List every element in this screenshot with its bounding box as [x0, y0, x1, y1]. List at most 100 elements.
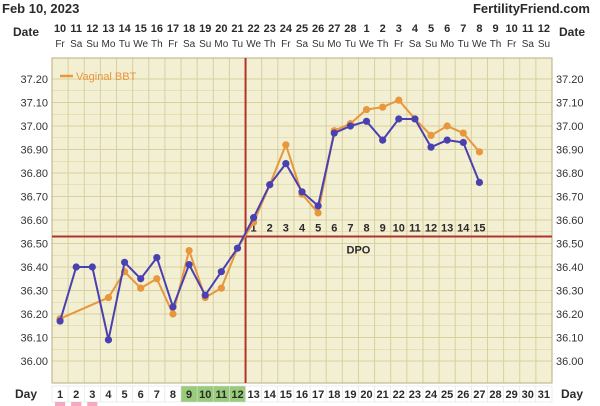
cycle-day-label: 8: [170, 389, 176, 401]
data-point-purple: [427, 143, 435, 151]
date-number: 14: [118, 23, 131, 35]
cycle-day-label: 12: [231, 389, 243, 401]
dpo-number: 1: [251, 222, 257, 234]
weekday-label: Tu: [458, 39, 469, 50]
data-point-purple: [475, 178, 484, 186]
cycle-day-label: 9: [186, 389, 192, 401]
data-point-orange: [137, 284, 145, 292]
y-tick-label-left: 36.10: [20, 333, 48, 345]
y-tick-label-left: 37.10: [20, 98, 48, 110]
cycle-day-label: 16: [296, 389, 308, 401]
period-mark: [71, 402, 82, 406]
weekday-label: We: [246, 39, 261, 50]
cycle-day-label: 4: [105, 389, 112, 401]
dpo-number: 6: [331, 222, 337, 234]
y-tick-label-right: 36.50: [556, 239, 584, 251]
data-point-purple: [298, 188, 306, 196]
y-tick-label-left: 36.40: [20, 262, 48, 274]
y-tick-label-right: 36.70: [556, 192, 584, 204]
data-point-purple: [233, 244, 242, 252]
cycle-day-label: 18: [328, 389, 340, 401]
date-number: 5: [428, 23, 434, 35]
date-number: 10: [54, 23, 66, 35]
data-point-purple: [185, 261, 193, 269]
cycle-day-label: 5: [122, 389, 128, 401]
y-tick-label-left: 36.30: [20, 286, 48, 298]
y-tick-label-left: 36.80: [20, 168, 48, 180]
date-number: 8: [476, 23, 482, 35]
data-point-purple: [362, 117, 371, 125]
cycle-day-label: 27: [473, 389, 485, 401]
weekday-label: Mo: [214, 39, 228, 50]
cycle-day-label: 17: [312, 389, 324, 401]
date-number: 27: [328, 23, 340, 35]
weekday-label: Fr: [55, 39, 65, 50]
data-point-purple: [282, 160, 290, 168]
weekday-label: Mo: [440, 39, 454, 50]
y-tick-label-left: 37.20: [20, 74, 48, 86]
y-tick-label-left: 36.00: [20, 356, 48, 368]
date-number: 26: [312, 23, 324, 35]
date-number: 23: [264, 23, 276, 35]
weekday-label: We: [472, 39, 487, 50]
data-point-purple: [104, 336, 113, 344]
weekday-label: Tu: [232, 39, 243, 50]
data-point-purple: [137, 275, 145, 283]
date-number: 24: [280, 23, 293, 35]
date-number: 28: [344, 23, 356, 35]
data-point-orange: [153, 275, 161, 283]
y-tick-label-right: 36.20: [556, 309, 584, 321]
data-point-purple: [266, 181, 274, 189]
weekday-label: Th: [377, 39, 389, 50]
data-point-purple: [443, 136, 451, 144]
date-number: 13: [102, 23, 114, 35]
day-cell: [535, 385, 553, 403]
data-point-purple: [201, 291, 209, 299]
cycle-day-label: 22: [393, 389, 405, 401]
data-point-purple: [153, 254, 161, 262]
period-mark: [55, 402, 66, 406]
cycle-day-label: 2: [73, 389, 79, 401]
date-number: 25: [296, 23, 308, 35]
weekday-label: Mo: [327, 39, 341, 50]
y-tick-label-left: 37.00: [20, 121, 48, 133]
weekday-label: Su: [199, 39, 211, 50]
data-point-orange: [282, 141, 290, 149]
cycle-day-label: 3: [89, 389, 95, 401]
y-tick-label-right: 37.00: [556, 121, 584, 133]
date-number: 11: [522, 23, 534, 35]
data-point-orange: [395, 96, 403, 104]
cycle-day-label: 7: [154, 389, 160, 401]
weekday-label: Su: [425, 39, 437, 50]
data-point-purple: [250, 214, 258, 222]
data-point-purple: [379, 136, 387, 144]
dpo-number: 9: [380, 222, 386, 234]
data-point-orange: [362, 105, 371, 114]
cycle-day-label: 29: [506, 389, 518, 401]
cycle-day-label: 11: [216, 389, 228, 401]
date-number: 1: [363, 23, 369, 35]
date-number: 7: [460, 23, 466, 35]
data-point-purple: [346, 122, 354, 130]
date-number: 9: [492, 23, 498, 35]
cycle-day-label: 15: [280, 389, 292, 401]
y-tick-label-right: 36.80: [556, 168, 584, 180]
dpo-number: 3: [283, 222, 289, 234]
y-tick-label-left: 36.20: [20, 309, 48, 321]
weekday-label: Su: [86, 39, 98, 50]
weekday-label: Tu: [345, 39, 356, 50]
y-tick-label-left: 36.90: [20, 145, 48, 157]
data-point-purple: [72, 263, 80, 271]
date-number: 16: [151, 23, 163, 35]
cycle-day-label: 24: [425, 389, 438, 401]
cycle-day-label: 25: [441, 389, 453, 401]
dpo-number: 12: [425, 222, 437, 234]
data-point-purple: [314, 202, 322, 210]
data-point-orange: [185, 246, 193, 255]
date-number: 20: [215, 23, 227, 35]
weekday-label: We: [359, 39, 374, 50]
y-tick-label-right: 37.10: [556, 98, 584, 110]
data-point-orange: [379, 103, 387, 111]
date-number: 12: [538, 23, 550, 35]
date-row-label-right: Date: [559, 25, 585, 39]
